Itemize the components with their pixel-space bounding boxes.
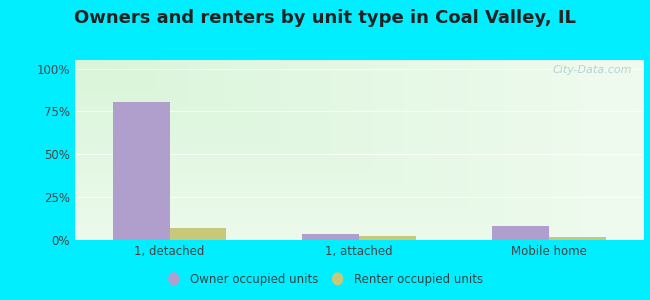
Bar: [112, 102, 170, 240]
Bar: [549, 237, 606, 240]
Bar: [359, 236, 416, 240]
Bar: [492, 226, 549, 240]
Legend: Owner occupied units, Renter occupied units: Owner occupied units, Renter occupied un…: [162, 269, 488, 291]
Text: Owners and renters by unit type in Coal Valley, IL: Owners and renters by unit type in Coal …: [74, 9, 576, 27]
Bar: [302, 234, 359, 240]
Bar: [170, 228, 226, 240]
Text: City-Data.com: City-Data.com: [552, 65, 632, 75]
